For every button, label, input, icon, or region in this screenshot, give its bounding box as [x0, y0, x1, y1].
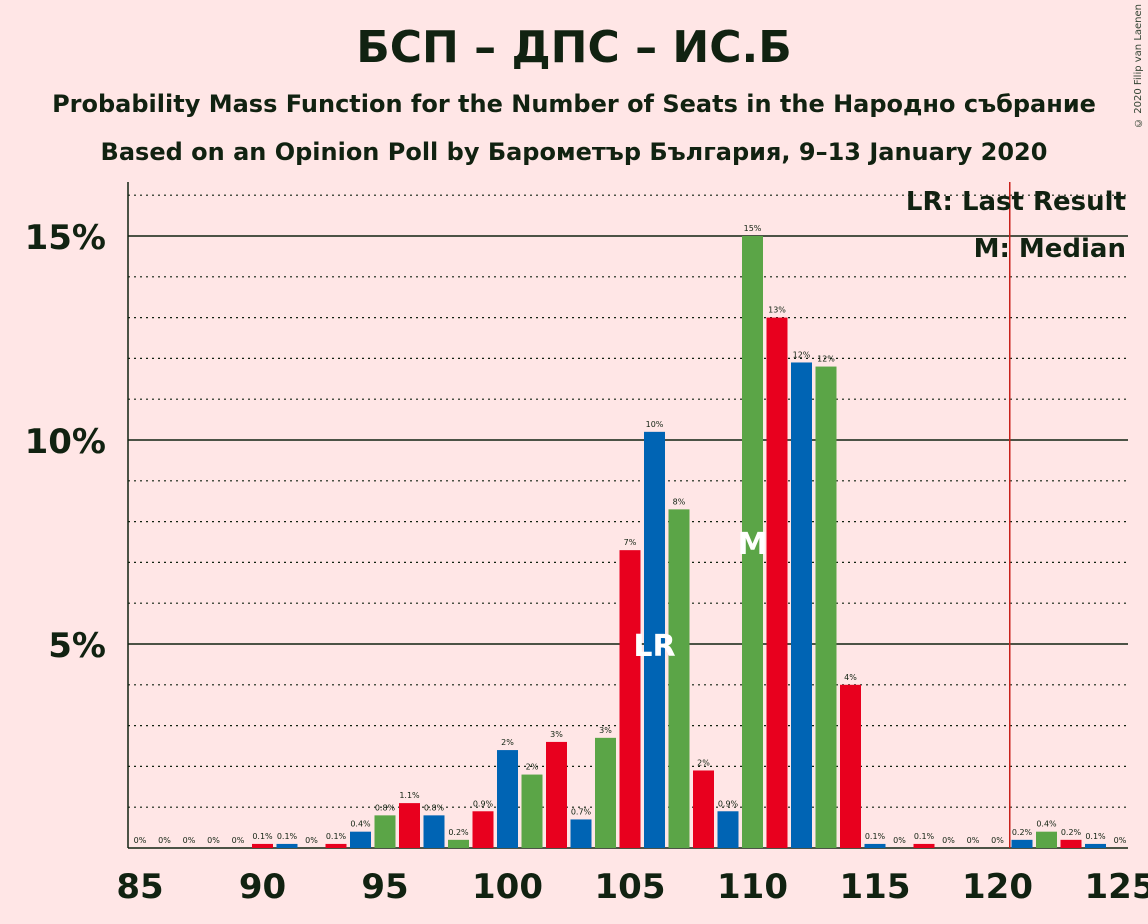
y-tick-label: 15% — [25, 218, 106, 258]
bar-value-label: 0% — [893, 836, 906, 845]
bar-value-label: 0.1% — [1085, 832, 1106, 841]
bar-value-label: 0% — [991, 836, 1004, 845]
bar-seat-117 — [913, 843, 935, 848]
chart-source: Based on an Opinion Poll by Барометър Бъ… — [100, 138, 1048, 166]
bar-value-label: 0.8% — [375, 803, 396, 812]
bar-value-label: 0.2% — [1012, 828, 1033, 837]
bar-value-label: 0% — [232, 836, 245, 845]
bar-seat-96 — [399, 803, 420, 848]
x-tick-label: 90 — [239, 867, 286, 907]
bar-seat-100 — [497, 750, 518, 848]
x-tick-label: 85 — [116, 867, 163, 907]
bar-seat-97 — [423, 815, 445, 848]
x-tick-label: 115 — [840, 867, 911, 907]
bar-value-label: 3% — [550, 730, 563, 739]
bar-value-label: 0.2% — [448, 828, 469, 837]
x-tick-label: 100 — [472, 867, 543, 907]
bar-value-label: 12% — [817, 355, 835, 364]
bar-seat-109 — [717, 811, 739, 848]
bar-seat-124 — [1085, 843, 1106, 848]
bar-value-label: 12% — [793, 350, 811, 359]
bar-value-label: 0% — [942, 836, 955, 845]
bar-value-label: 0.4% — [1036, 820, 1057, 829]
bar-seat-110 — [742, 236, 763, 848]
bar-seat-98 — [448, 839, 469, 848]
bar-seat-91 — [276, 843, 298, 848]
bar-value-label: 0.1% — [326, 832, 347, 841]
bar-seat-99 — [472, 811, 494, 848]
bar-seat-93 — [325, 843, 347, 848]
legend-median: M: Median — [974, 234, 1126, 264]
bar-value-label: 2% — [501, 738, 514, 747]
bar-seat-90 — [252, 843, 273, 848]
bar-value-label: 0% — [1114, 836, 1127, 845]
x-tick-label: 105 — [595, 867, 666, 907]
bar-value-label: 0.9% — [718, 799, 739, 808]
bar-value-label: 0.8% — [424, 803, 445, 812]
bar-seat-113 — [815, 366, 837, 848]
bar-seat-103 — [570, 819, 592, 848]
bar-value-label: 7% — [624, 538, 637, 547]
bar-value-label: 0.1% — [252, 832, 273, 841]
bar-value-label: 10% — [646, 420, 664, 429]
chart-subtitle: Probability Mass Function for the Number… — [52, 90, 1096, 118]
bar-value-label: 0% — [967, 836, 980, 845]
bar-seat-106 — [644, 431, 665, 848]
bar-seat-111 — [766, 317, 788, 849]
bar-value-label: 0% — [183, 836, 196, 845]
bar-seat-95 — [374, 815, 396, 848]
bar-value-label: 0% — [134, 836, 147, 845]
bar-value-label: 0% — [207, 836, 220, 845]
bar-value-label: 0.7% — [571, 807, 592, 816]
bar-value-label: 4% — [844, 673, 857, 682]
chart-title: БСП – ДПС – ИС.Б — [356, 22, 792, 73]
bar-seat-101 — [521, 774, 543, 848]
x-tick-label: 95 — [361, 867, 408, 907]
x-tick-label: 110 — [717, 867, 788, 907]
bar-seat-123 — [1060, 839, 1082, 848]
y-tick-label: 5% — [48, 626, 106, 666]
bar-seat-114 — [840, 684, 861, 848]
median-marker: M — [738, 527, 768, 562]
bar-value-label: 0.2% — [1061, 828, 1082, 837]
bar-value-label: 2% — [526, 763, 539, 772]
x-tick-label: 120 — [962, 867, 1033, 907]
bar-value-label: 2% — [697, 758, 710, 767]
bar-value-label: 0.9% — [473, 799, 494, 808]
bar-seat-104 — [595, 737, 616, 848]
bar-seat-122 — [1036, 831, 1057, 848]
bar-seat-115 — [864, 843, 886, 848]
bar-seat-108 — [693, 770, 714, 848]
bar-seat-112 — [791, 362, 812, 848]
bar-seat-105 — [619, 550, 641, 848]
bar-value-label: 0.4% — [350, 820, 371, 829]
bar-seat-121 — [1011, 839, 1033, 848]
x-tick-label: 125 — [1085, 867, 1148, 907]
bar-value-label: 15% — [744, 224, 762, 233]
bar-value-label: 0.1% — [865, 832, 886, 841]
bar-value-label: 0% — [158, 836, 171, 845]
bar-value-label: 0% — [305, 836, 318, 845]
legend-last-result: LR: Last Result — [906, 187, 1126, 217]
bar-seat-94 — [350, 831, 371, 848]
bar-value-label: 3% — [599, 726, 612, 735]
bar-value-label: 0.1% — [914, 832, 935, 841]
bar-value-label: 13% — [768, 306, 786, 315]
bar-value-label: 0.1% — [277, 832, 298, 841]
bar-seat-107 — [668, 509, 690, 848]
bar-seat-102 — [546, 741, 567, 848]
bar-value-label: 8% — [673, 497, 686, 506]
bar-value-label: 1.1% — [399, 791, 420, 800]
y-tick-label: 10% — [25, 422, 106, 462]
last-result-marker: LR — [633, 629, 675, 664]
